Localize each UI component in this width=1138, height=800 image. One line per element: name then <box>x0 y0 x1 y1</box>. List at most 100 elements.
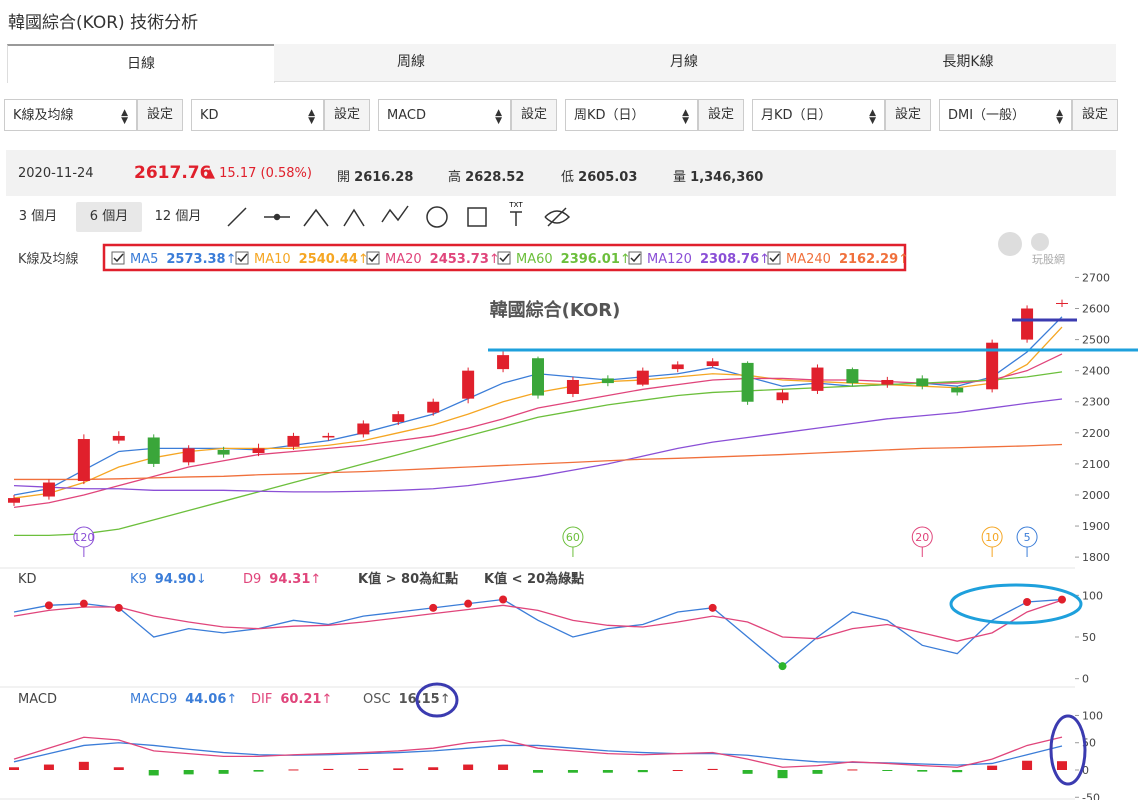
legend-entry: MA60 2396.01↑ <box>516 252 631 267</box>
legend-entry: MA240 2162.29↑ <box>786 252 909 267</box>
panel-label: MACD <box>18 692 57 707</box>
y-tick-label: -50 <box>1082 791 1100 800</box>
candle-body <box>182 448 195 463</box>
y-tick-label: 0 <box>1082 673 1089 686</box>
arrow: ▲ <box>205 166 215 181</box>
marker-label: 120 <box>73 531 94 544</box>
dropdown[interactable]: MACD ▲ ▼ <box>378 99 511 131</box>
y-tick-label: 2100 <box>1082 458 1110 471</box>
kd-dot <box>79 599 88 608</box>
osc-bar <box>288 769 299 771</box>
settings-button[interactable]: 設定 <box>137 99 183 131</box>
osc-bar <box>183 770 194 775</box>
settings-button[interactable]: 設定 <box>885 99 931 131</box>
legend-value: 94.31 <box>269 572 310 587</box>
osc-bar <box>323 768 334 770</box>
tab[interactable]: 月線 <box>548 44 820 82</box>
y-tick-label: 100 <box>1082 709 1103 722</box>
legend-trend: ↑ <box>226 692 237 707</box>
quote-price: 2617.76 <box>134 163 212 183</box>
kd-dot <box>429 603 438 612</box>
candle-body <box>986 342 999 390</box>
legend-trend: ↑ <box>226 252 237 267</box>
tab[interactable]: 周線 <box>274 44 548 82</box>
legend-entry: K9 94.90↓ <box>130 572 207 587</box>
osc-bar <box>358 768 369 770</box>
legend-name: MA240 <box>786 252 831 267</box>
dropdown-arrow: ▲ ▼ <box>495 108 502 126</box>
checkmark <box>237 253 248 263</box>
quote-high: 高 2628.52 <box>448 166 524 185</box>
legend-value: 2573.38 <box>166 252 225 267</box>
settings-button[interactable]: 設定 <box>511 99 557 131</box>
dropdown[interactable]: DMI（一般） ▲ ▼ <box>939 99 1072 131</box>
checkbox <box>767 251 781 265</box>
period-button[interactable]: 6 個月 <box>76 202 142 232</box>
osc-bar <box>78 761 89 770</box>
legend-trend: ↑ <box>898 252 909 267</box>
legend-value: 44.06 <box>185 692 226 707</box>
legend-value: 2162.29 <box>839 252 898 267</box>
candle-body <box>217 449 230 455</box>
legend-entry: MA5 2573.38↑ <box>130 252 237 267</box>
page-title: 韓國綜合(KOR) 技術分析 <box>8 13 199 33</box>
value: 2605.03 <box>578 170 638 185</box>
dropdown-arrow: ▲ ▼ <box>1056 108 1063 126</box>
dropdown[interactable]: 月KD（日） ▲ ▼ <box>752 99 885 131</box>
legend-value: 2308.76 <box>700 252 759 267</box>
logo-icon <box>1031 233 1049 251</box>
checkbox <box>628 251 642 265</box>
dropdown[interactable]: KD ▲ ▼ <box>191 99 324 131</box>
y-tick-label: 50 <box>1082 631 1096 644</box>
osc-bar <box>917 770 928 772</box>
marker-label: 20 <box>915 531 929 544</box>
label: 開 <box>337 170 351 185</box>
quote-open: 開 2616.28 <box>337 166 413 185</box>
candle-body <box>881 379 894 385</box>
settings-button[interactable]: 設定 <box>324 99 370 131</box>
legend-name: MA5 <box>130 252 158 267</box>
y-tick-label: 0 <box>1082 764 1089 777</box>
quote-bar <box>6 150 1116 196</box>
candle-body <box>287 435 300 447</box>
marker-label: 5 <box>1024 531 1031 544</box>
dropdown-label: 周KD（日） <box>574 108 645 123</box>
osc-bar <box>218 770 229 774</box>
settings-button[interactable]: 設定 <box>1072 99 1118 131</box>
dropdown-label: K線及均線 <box>13 108 74 123</box>
y-tick-label: 2500 <box>1082 334 1110 347</box>
legend-entry: MA120 2308.76↑ <box>647 252 770 267</box>
tab[interactable]: 長期K線 <box>820 44 1116 82</box>
y-tick-label: 2000 <box>1082 489 1110 502</box>
candle-body <box>1021 308 1034 340</box>
osc-bar <box>777 770 788 779</box>
candle-body <box>951 387 964 393</box>
series-line <box>13 742 1063 766</box>
candle-body <box>8 498 20 503</box>
legend-name: MACD9 <box>130 692 177 707</box>
dropdown[interactable]: 周KD（日） ▲ ▼ <box>565 99 698 131</box>
settings-button[interactable]: 設定 <box>698 99 744 131</box>
dropdown-label: DMI（一般） <box>948 108 1026 123</box>
series-line <box>13 598 1063 668</box>
osc-bar <box>9 767 19 770</box>
dropdown[interactable]: K線及均線 ▲ ▼ <box>4 99 137 131</box>
period-button[interactable]: 12 個月 <box>154 209 202 224</box>
period-button[interactable]: 3 個月 <box>18 209 58 224</box>
legend-value: 2540.44 <box>299 252 358 267</box>
checkbox <box>235 251 249 265</box>
value: 1,346,360 <box>690 170 764 185</box>
candle-body <box>916 378 929 387</box>
legend-trend: ↑ <box>489 252 500 267</box>
legend-entry: MACD9 44.06↑ <box>130 692 237 707</box>
checkmark <box>113 253 124 263</box>
y-tick-label: 2400 <box>1082 365 1110 378</box>
panel-label: K線及均線 <box>18 251 79 267</box>
series-line <box>13 736 1063 768</box>
checkbox <box>366 251 380 265</box>
osc-bar <box>812 770 823 774</box>
legend-name: MA120 <box>647 252 692 267</box>
marker <box>73 526 95 548</box>
osc-bar <box>428 767 439 770</box>
